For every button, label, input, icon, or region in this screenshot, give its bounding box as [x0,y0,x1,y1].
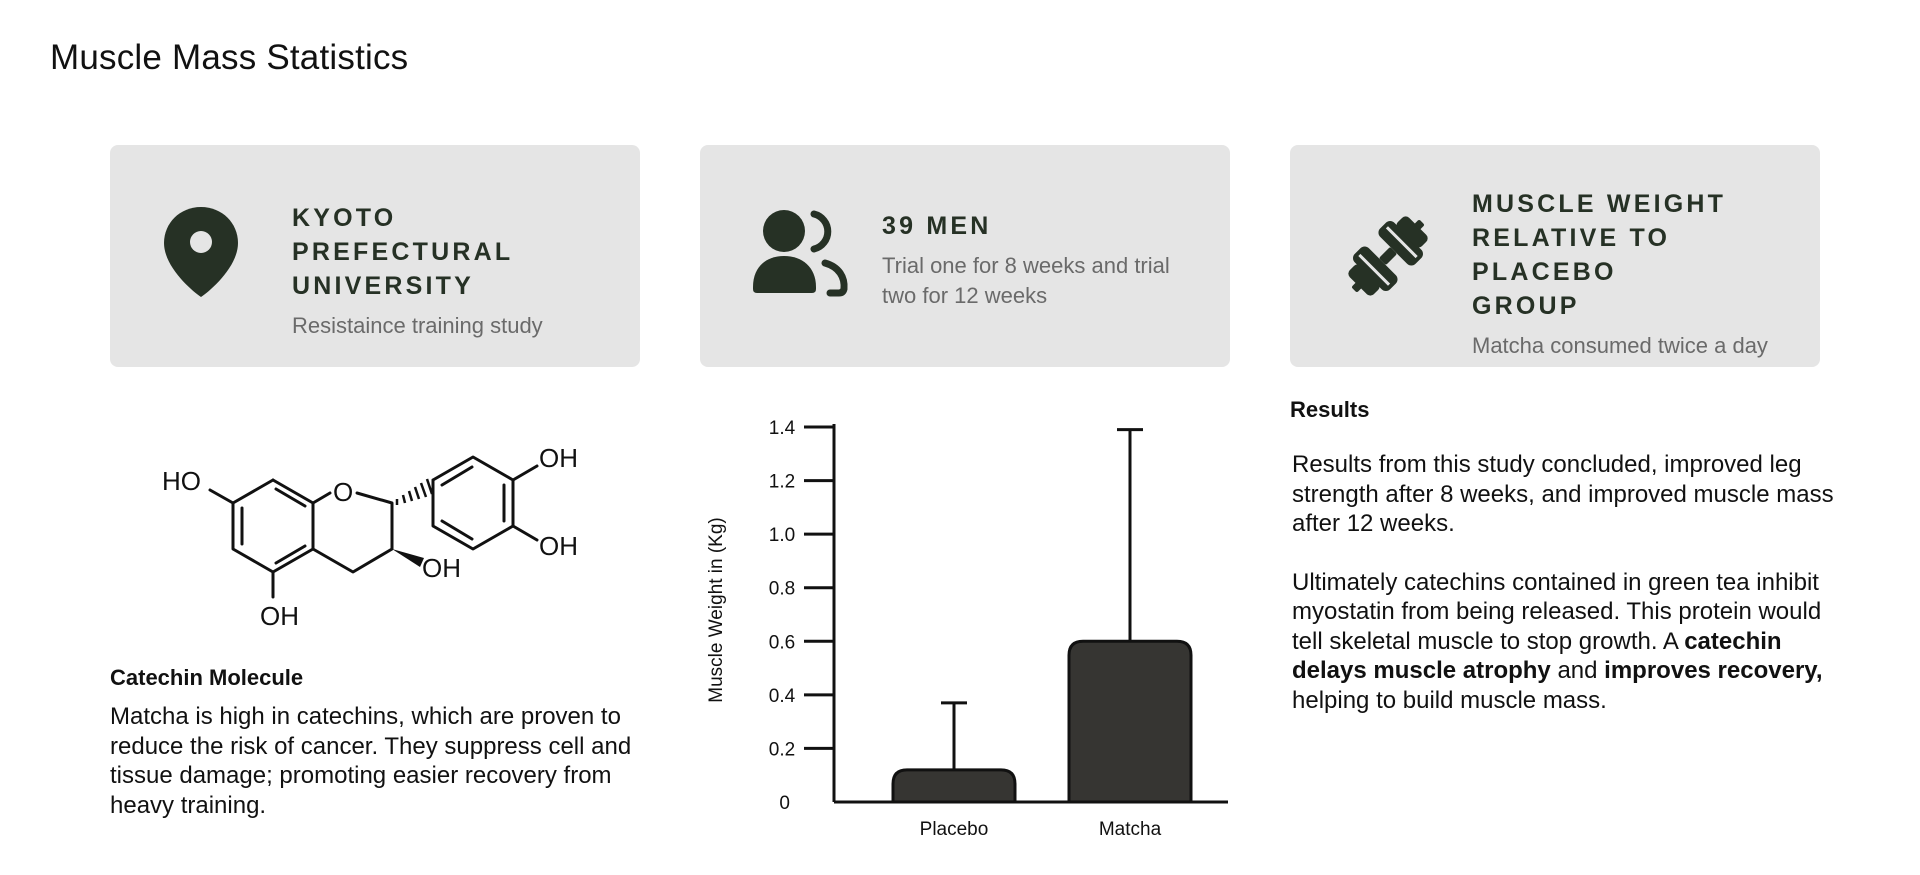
dumbbell-icon [1348,216,1428,296]
page-title: Muscle Mass Statistics [50,38,409,77]
card-location: KYOTO PREFECTURAL UNIVERSITY Resistaince… [110,145,640,367]
card-title-line: GROUP [1472,292,1580,320]
results-heading: Results [1290,397,1370,422]
mol-label-oh: OH [539,531,578,561]
y-axis-title: Muscle Weight in (Kg) [706,517,727,703]
mol-label-oh: OH [539,443,578,473]
card-title: KYOTO PREFECTURAL UNIVERSITY [292,201,610,303]
bar [891,768,1017,804]
card-subtitle: Matcha consumed twice a day [1472,333,1768,358]
mol-label-oh: OH [260,601,299,631]
bar-chart: Muscle Weight in (Kg) 0 0.2 0.4 0.6 0.8 1.0 1.… [706,418,1228,840]
results-paragraph: Ultimately catechins contained in green … [1292,568,1842,716]
y-tick-label: 0.2 [769,739,795,760]
card-title-line: KYOTO PREFECTURAL [292,204,514,266]
card-title-line: RELATIVE TO PLACEBO [1472,224,1671,286]
y-tick-label: 0.6 [769,632,795,653]
card-title-line: 39 MEN [882,212,992,240]
y-tick-label: 0.8 [769,579,795,600]
y-tick-label: 1.2 [769,472,795,493]
catechin-paragraph: Matcha is high in catechins, which are p… [110,703,632,819]
card-title-line: UNIVERSITY [292,272,475,300]
card-subtitle: Resistaince training study [292,313,543,338]
card-measurement: MUSCLE WEIGHT RELATIVE TO PLACEBO GROUP … [1290,145,1820,367]
results-emphasis: improves recovery, [1604,657,1823,684]
catechin-heading: Catechin Molecule [110,665,304,690]
results-text-span: and [1550,657,1605,684]
results-text: Results from this study concluded, impro… [1292,450,1842,715]
catechin-structure: HO O OH OH OH OH [162,443,578,631]
mol-label-ho: HO [162,466,201,496]
card-participants: 39 MEN Trial one for 8 weeks and trial t… [700,145,1230,367]
bar [1067,639,1193,804]
card-title: 39 MEN [882,209,1200,243]
results-emphasis: catechin delays muscle atrophy [1292,627,1782,685]
results-text-span: Ultimately catechins contained in green … [1292,568,1822,655]
y-tick-label: 0 [779,793,790,814]
x-tick-label: Placebo [920,819,989,840]
y-tick-label: 1.0 [769,525,795,546]
card-title-line: MUSCLE WEIGHT [1472,190,1727,218]
mol-label-o: O [333,477,353,507]
y-tick-label: 1.4 [769,418,796,439]
card-subtitle: Trial one for 8 weeks and trial two for … [882,253,1170,308]
results-text-span: helping to build muscle mass. [1292,686,1607,714]
results-paragraph: Results from this study concluded, impro… [1292,451,1834,537]
users-icon [753,210,848,297]
mol-label-oh: OH [422,553,461,583]
catechin-text: Matcha is high in catechins, which are p… [110,702,650,820]
map-pin-icon [164,207,238,297]
card-title: MUSCLE WEIGHT RELATIVE TO PLACEBO GROUP [1472,187,1790,323]
x-tick-label: Matcha [1099,819,1162,840]
y-tick-label: 0.4 [769,686,796,707]
